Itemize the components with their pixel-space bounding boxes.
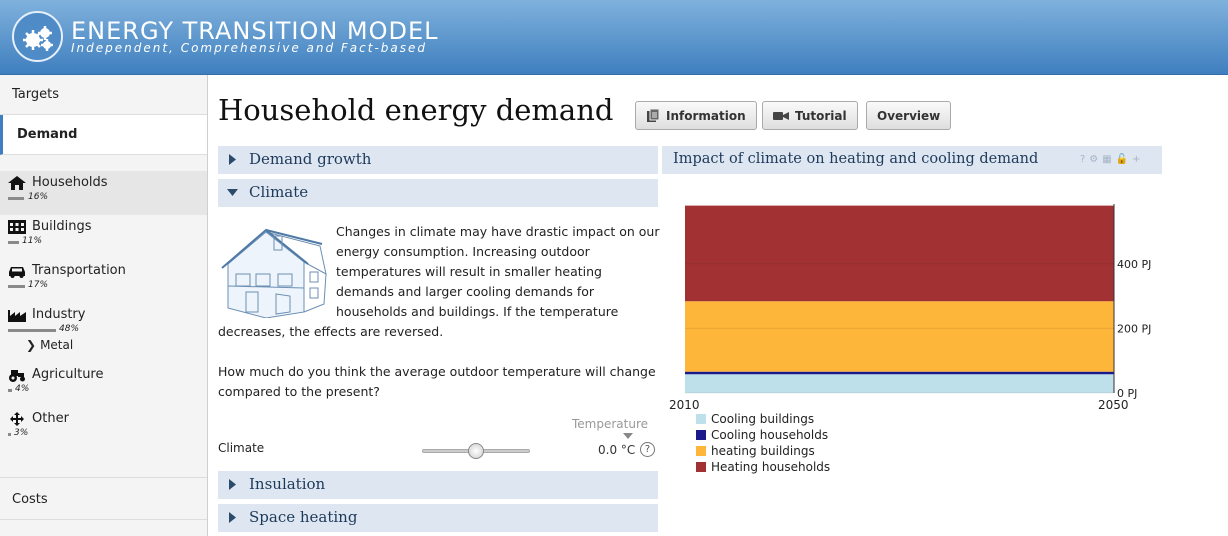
sidebar-item-targets[interactable]: Targets bbox=[0, 75, 207, 115]
share-bar bbox=[8, 433, 11, 436]
area-series-3 bbox=[685, 205, 1114, 302]
legend-label: Cooling buildings bbox=[711, 412, 815, 426]
share-percent: 17% bbox=[28, 280, 49, 290]
legend-label: Heating households bbox=[711, 460, 831, 474]
x-tick-label: 2010 bbox=[669, 398, 700, 410]
legend-label: heating buildings bbox=[711, 444, 815, 458]
climate-description: Changes in climate may have drastic impa… bbox=[218, 222, 660, 342]
sidebar-item-transportation[interactable]: Transportation 17% bbox=[0, 259, 207, 303]
area-series-1 bbox=[685, 371, 1114, 375]
sidebar-item-label: Agriculture bbox=[32, 367, 104, 382]
information-button[interactable]: Information bbox=[635, 101, 757, 130]
stacked-area-chart: 0 PJ 200 PJ 400 PJ 2010 2050 bbox=[669, 204, 1151, 410]
sidebar: Targets Demand Households 16% Buildings … bbox=[0, 75, 208, 536]
page-title: Household energy demand bbox=[218, 93, 614, 127]
section-space-heating[interactable]: Space heating bbox=[218, 504, 658, 532]
information-button-label: Information bbox=[666, 108, 746, 123]
share-bar bbox=[8, 241, 19, 244]
section-label: Demand growth bbox=[249, 150, 372, 168]
triangle-down-icon bbox=[227, 189, 238, 196]
legend-swatch bbox=[696, 446, 706, 456]
gears-icon[interactable] bbox=[12, 11, 63, 62]
tutorial-button-label: Tutorial bbox=[795, 108, 847, 123]
share-bar bbox=[8, 285, 25, 288]
brand-title[interactable]: ENERGY TRANSITION MODEL bbox=[71, 17, 439, 45]
help-icon[interactable]: ? bbox=[640, 442, 655, 457]
y-tick-label: 400 PJ bbox=[1117, 258, 1151, 271]
y-tick-label: 200 PJ bbox=[1117, 322, 1151, 335]
area-series-2 bbox=[685, 301, 1114, 372]
triangle-right-icon bbox=[229, 479, 236, 490]
house-illustration-icon bbox=[221, 228, 327, 318]
chart-legend: Cooling buildings Cooling households heati… bbox=[696, 411, 830, 475]
chevron-right-icon: ❯ bbox=[26, 338, 37, 352]
sidebar-item-agriculture[interactable]: Agriculture 4% bbox=[0, 363, 207, 407]
sidebar-item-label: Transportation bbox=[32, 263, 126, 278]
share-percent: 4% bbox=[15, 384, 30, 394]
legend-swatch bbox=[696, 414, 706, 424]
sidebar-item-buildings[interactable]: Buildings 11% bbox=[0, 215, 207, 259]
share-bar bbox=[8, 329, 56, 332]
triangle-right-icon bbox=[229, 512, 236, 523]
y-tick-label: 0 PJ bbox=[1117, 387, 1137, 400]
section-climate[interactable]: Climate bbox=[218, 179, 658, 207]
sidebar-item-industry[interactable]: Industry 48% bbox=[0, 303, 207, 334]
section-label: Climate bbox=[249, 183, 309, 201]
share-percent: 48% bbox=[59, 324, 80, 334]
legend-item[interactable]: Cooling households bbox=[696, 427, 830, 443]
video-camera-icon bbox=[773, 111, 789, 120]
app-header: ENERGY TRANSITION MODEL Independent, Com… bbox=[0, 0, 1228, 75]
legend-swatch bbox=[696, 462, 706, 472]
sidebar-subitem-metal[interactable]: ❯ Metal bbox=[0, 333, 207, 363]
legend-item[interactable]: Heating households bbox=[696, 459, 830, 475]
move-arrows-icon bbox=[10, 412, 24, 426]
climate-slider-handle[interactable] bbox=[468, 443, 484, 459]
sidebar-subitem-label: Metal bbox=[40, 338, 74, 352]
legend-item[interactable]: heating buildings bbox=[696, 443, 830, 459]
overview-button-label: Overview bbox=[877, 108, 941, 123]
house-icon bbox=[8, 176, 26, 190]
temperature-unit-header[interactable]: Temperature bbox=[572, 417, 649, 431]
triangle-right-icon bbox=[229, 154, 236, 165]
divider bbox=[0, 519, 207, 520]
section-insulation[interactable]: Insulation bbox=[218, 471, 658, 499]
chart-title: Impact of climate on heating and cooling… bbox=[673, 151, 1039, 167]
sidebar-item-demand[interactable]: Demand bbox=[0, 115, 207, 155]
area-series-0 bbox=[685, 374, 1114, 393]
factory-icon bbox=[8, 310, 26, 322]
section-label: Insulation bbox=[249, 475, 326, 493]
share-bar bbox=[8, 389, 12, 392]
share-bar bbox=[8, 197, 24, 200]
chart-header: Impact of climate on heating and cooling… bbox=[662, 146, 1162, 174]
sidebar-item-other[interactable]: Other 3% bbox=[0, 407, 207, 451]
sidebar-item-label: Other bbox=[32, 411, 69, 426]
share-percent: 3% bbox=[14, 428, 29, 438]
climate-slider-label: Climate bbox=[218, 441, 265, 455]
climate-description-text: Changes in climate may have drastic impa… bbox=[218, 224, 660, 339]
sidebar-item-costs[interactable]: Costs bbox=[0, 477, 207, 517]
tractor-icon bbox=[9, 370, 25, 382]
building-icon bbox=[8, 220, 26, 234]
legend-label: Cooling households bbox=[711, 428, 829, 442]
share-percent: 16% bbox=[28, 192, 49, 202]
section-demand-growth[interactable]: Demand growth bbox=[218, 146, 658, 174]
sidebar-item-label: Buildings bbox=[32, 219, 92, 234]
tutorial-button[interactable]: Tutorial bbox=[762, 101, 858, 130]
sidebar-item-households[interactable]: Households 16% bbox=[0, 171, 207, 215]
section-label: Space heating bbox=[249, 508, 358, 526]
climate-question: How much do you think the average outdoo… bbox=[218, 364, 656, 399]
sidebar-item-label: Industry bbox=[32, 307, 86, 322]
sidebar-item-label: Households bbox=[32, 175, 108, 190]
chart-toolbar-icons[interactable]: ?⚙▦🔓+ bbox=[1080, 154, 1145, 165]
x-tick-label: 2050 bbox=[1098, 398, 1129, 410]
share-percent: 11% bbox=[22, 236, 43, 246]
brand-subtitle: Independent, Comprehensive and Fact-base… bbox=[71, 41, 428, 55]
legend-swatch bbox=[696, 430, 706, 440]
legend-item[interactable]: Cooling buildings bbox=[696, 411, 830, 427]
overview-button[interactable]: Overview bbox=[866, 101, 952, 130]
caret-down-icon[interactable] bbox=[623, 433, 633, 439]
document-icon bbox=[647, 108, 660, 122]
car-icon bbox=[9, 267, 25, 278]
temperature-value[interactable]: 0.0 °C bbox=[598, 443, 636, 457]
